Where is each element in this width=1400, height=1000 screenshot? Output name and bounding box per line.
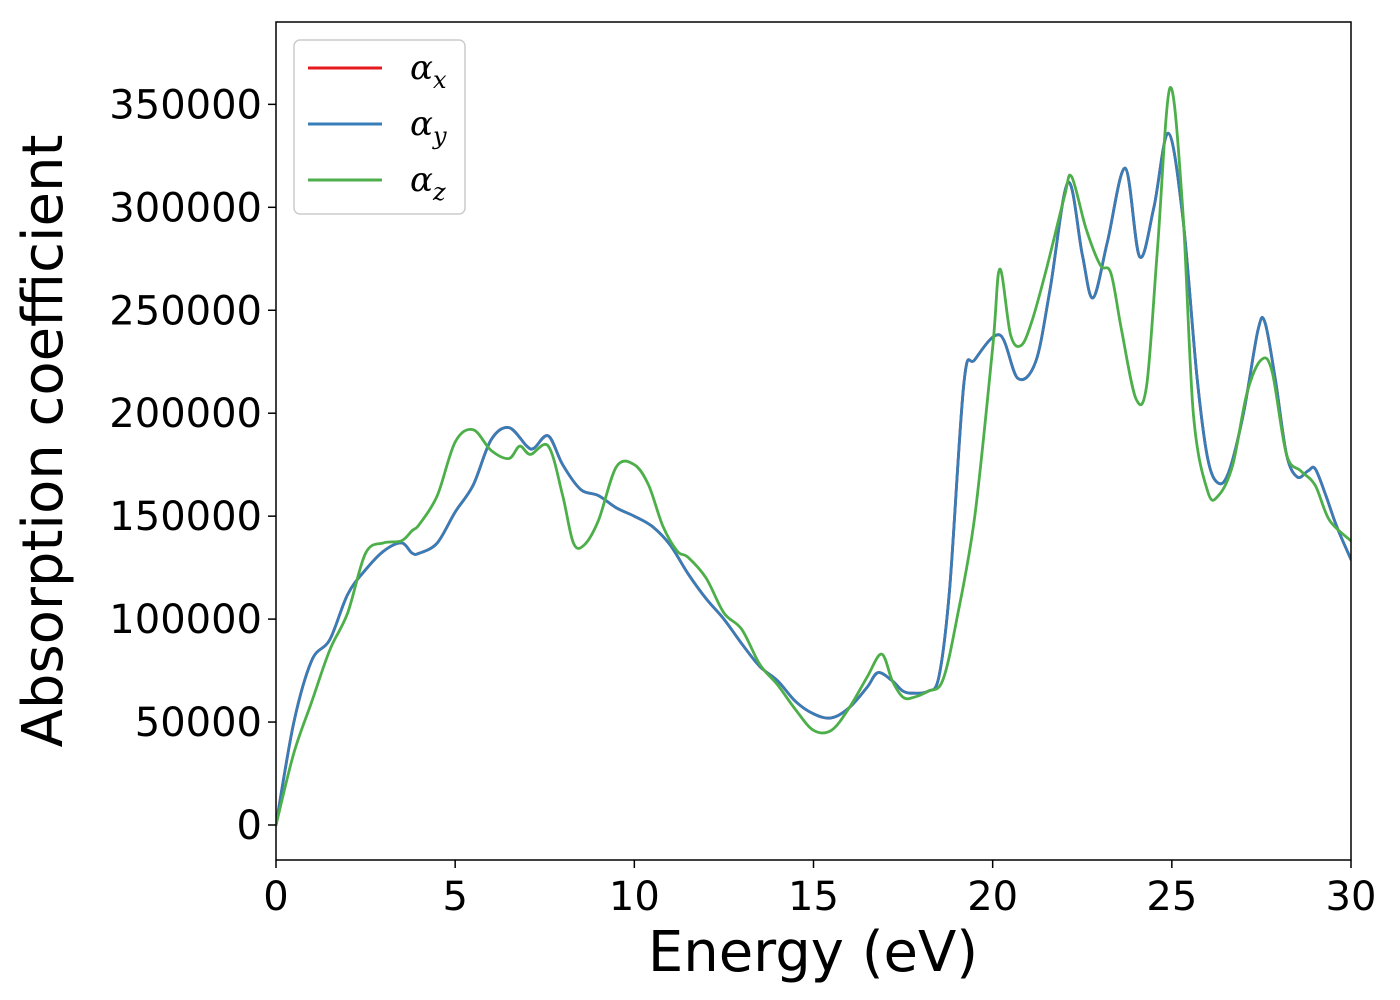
x-tick-label: 30 — [1326, 874, 1377, 920]
y-axis: 0 50000 100000 150000 200000 250000 300000 3500… — [109, 82, 276, 849]
x-tick-label: 10 — [609, 874, 660, 920]
legend-box — [293, 39, 466, 215]
y-tick-label: 100000 — [109, 597, 262, 643]
y-tick-label: 250000 — [109, 288, 262, 334]
y-tick-label: 50000 — [135, 700, 262, 746]
y-tick-label: 200000 — [109, 391, 262, 437]
x-axis-title: Energy (eV) — [648, 920, 978, 985]
y-tick-label: 0 — [237, 803, 262, 849]
x-axis: 0 5 10 15 20 25 30 — [263, 860, 1376, 920]
y-axis-title: Absorption coefficient — [11, 135, 76, 748]
series-line-alpha-y — [276, 131, 1351, 827]
x-tick-label: 15 — [788, 874, 839, 920]
x-tick-label: 25 — [1146, 874, 1197, 920]
y-tick-label: 300000 — [109, 185, 262, 231]
y-tick-label: 150000 — [109, 494, 262, 540]
series-line-alpha-z — [276, 86, 1351, 827]
y-tick-label: 350000 — [109, 82, 262, 128]
x-tick-label: 20 — [967, 874, 1018, 920]
series-layer — [276, 86, 1351, 827]
x-tick-label: 0 — [263, 874, 288, 920]
x-tick-label: 5 — [442, 874, 467, 920]
